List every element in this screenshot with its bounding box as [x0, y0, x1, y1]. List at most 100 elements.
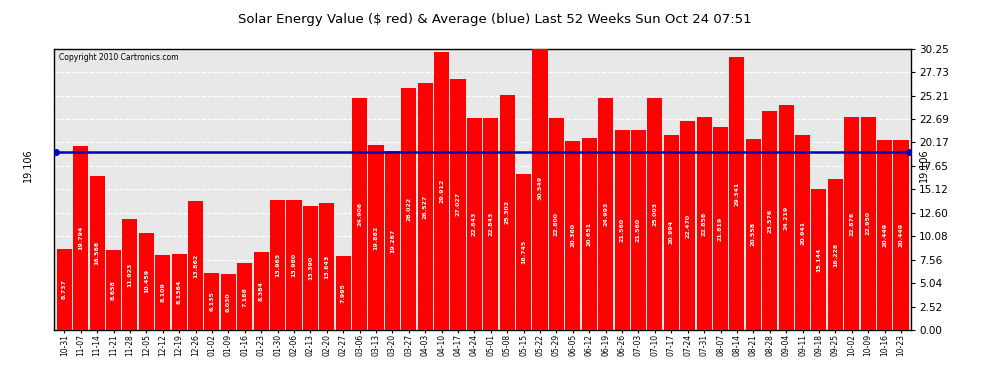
Bar	[204, 273, 220, 330]
Bar	[139, 233, 153, 330]
Text: 19.106: 19.106	[919, 148, 929, 182]
Text: Solar Energy Value ($ red) & Average (blue) Last 52 Weeks Sun Oct 24 07:51: Solar Energy Value ($ red) & Average (bl…	[239, 13, 751, 26]
Bar	[828, 179, 842, 330]
Bar	[745, 139, 761, 330]
Text: 21.819: 21.819	[718, 216, 723, 241]
Bar	[221, 274, 236, 330]
Text: 22.843: 22.843	[472, 211, 477, 236]
Text: 8.384: 8.384	[258, 281, 263, 301]
Bar	[238, 263, 252, 330]
Text: 27.027: 27.027	[455, 192, 460, 216]
Text: 11.923: 11.923	[128, 262, 133, 287]
Text: 13.390: 13.390	[308, 256, 313, 280]
Text: 6.135: 6.135	[210, 291, 215, 311]
Bar	[697, 117, 712, 330]
Bar	[450, 79, 465, 330]
Text: 22.470: 22.470	[685, 213, 690, 238]
Text: 22.858: 22.858	[702, 211, 707, 236]
Bar	[680, 121, 695, 330]
Text: 22.950: 22.950	[865, 211, 870, 236]
Text: 8.737: 8.737	[61, 279, 66, 299]
Bar	[188, 201, 203, 330]
Bar	[877, 140, 892, 330]
Text: 13.980: 13.980	[291, 253, 296, 277]
Bar	[106, 249, 121, 330]
Bar	[319, 203, 335, 330]
Bar	[778, 105, 794, 330]
Text: 19.267: 19.267	[390, 228, 395, 252]
Text: 7.995: 7.995	[341, 283, 346, 303]
Bar	[500, 95, 515, 330]
Text: 22.800: 22.800	[554, 212, 559, 236]
Bar	[303, 206, 318, 330]
Bar	[713, 127, 728, 330]
Bar	[565, 141, 580, 330]
Text: 20.651: 20.651	[587, 222, 592, 246]
Text: 20.941: 20.941	[800, 220, 805, 245]
Text: 13.643: 13.643	[325, 255, 330, 279]
Bar	[270, 200, 285, 330]
Text: 20.449: 20.449	[899, 223, 904, 247]
Text: 24.219: 24.219	[784, 205, 789, 230]
Bar	[368, 145, 383, 330]
Bar	[123, 219, 138, 330]
Bar	[352, 98, 367, 330]
Bar	[385, 151, 400, 330]
Bar	[631, 129, 646, 330]
Text: 16.228: 16.228	[833, 242, 838, 267]
Bar	[434, 52, 449, 330]
Text: 25.003: 25.003	[652, 202, 657, 226]
Bar	[73, 146, 88, 330]
Text: 22.876: 22.876	[849, 211, 854, 236]
Text: 23.576: 23.576	[767, 208, 772, 232]
Bar	[812, 189, 827, 330]
Text: 15.144: 15.144	[817, 248, 822, 272]
Text: 13.965: 13.965	[275, 253, 280, 277]
Bar	[795, 135, 810, 330]
Text: 16.745: 16.745	[521, 240, 526, 264]
Bar	[598, 98, 613, 330]
Text: 8.658: 8.658	[111, 280, 116, 300]
Text: 26.022: 26.022	[406, 197, 411, 221]
Bar	[483, 118, 498, 330]
Text: 21.560: 21.560	[636, 218, 641, 242]
Text: 20.449: 20.449	[882, 223, 887, 247]
Text: 24.906: 24.906	[357, 202, 362, 226]
Bar	[615, 129, 630, 330]
Text: 21.560: 21.560	[620, 218, 625, 242]
Text: 29.912: 29.912	[440, 179, 445, 203]
Text: 7.188: 7.188	[243, 286, 248, 306]
Bar	[844, 117, 859, 330]
Bar	[336, 256, 350, 330]
Text: 19.794: 19.794	[78, 226, 83, 250]
Text: 6.030: 6.030	[226, 292, 231, 312]
Bar	[548, 118, 564, 330]
Bar	[860, 117, 876, 330]
Text: 19.882: 19.882	[373, 225, 378, 250]
Text: 26.527: 26.527	[423, 195, 428, 219]
Bar	[582, 138, 597, 330]
Text: 25.302: 25.302	[505, 200, 510, 225]
Text: 24.993: 24.993	[603, 202, 608, 226]
Bar	[401, 88, 417, 330]
Bar	[893, 140, 909, 330]
Text: 20.360: 20.360	[570, 224, 575, 248]
Bar	[730, 57, 744, 330]
Text: 19.106: 19.106	[23, 148, 33, 182]
Bar	[56, 249, 72, 330]
Bar	[647, 98, 662, 330]
Text: 22.843: 22.843	[488, 211, 493, 236]
Text: 16.568: 16.568	[95, 241, 100, 265]
Bar	[533, 46, 547, 330]
Bar	[663, 135, 679, 330]
Text: 20.994: 20.994	[669, 220, 674, 245]
Text: 30.549: 30.549	[538, 176, 543, 200]
Bar	[516, 174, 532, 330]
Text: 29.341: 29.341	[735, 182, 740, 206]
Text: 8.1364: 8.1364	[176, 280, 181, 304]
Bar	[89, 176, 105, 330]
Bar	[155, 255, 170, 330]
Text: 20.558: 20.558	[750, 222, 755, 246]
Text: Copyright 2010 Cartronics.com: Copyright 2010 Cartronics.com	[58, 53, 178, 62]
Bar	[762, 111, 777, 330]
